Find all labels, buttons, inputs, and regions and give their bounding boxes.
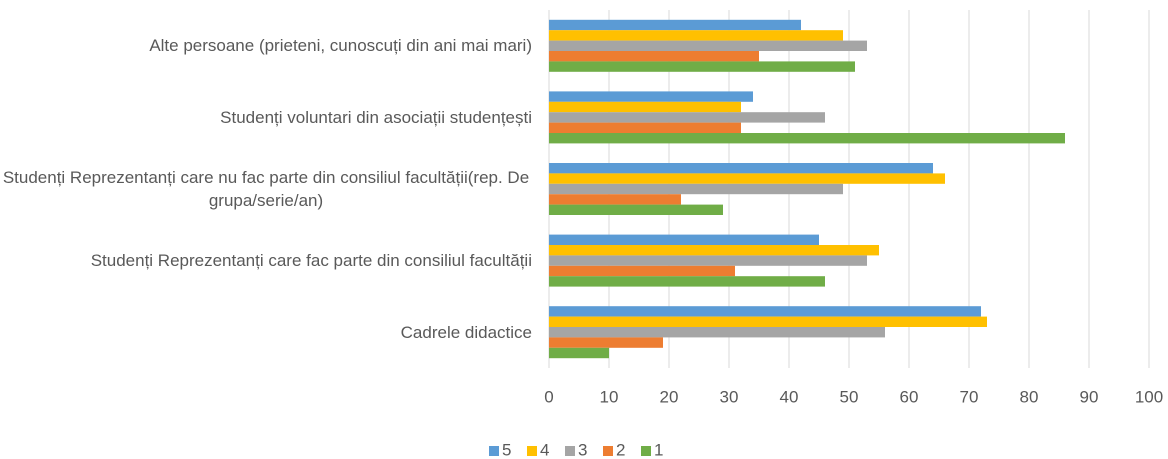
bar bbox=[549, 316, 987, 327]
bar bbox=[549, 337, 663, 348]
legend-swatch bbox=[641, 446, 651, 456]
x-tick-label: 50 bbox=[840, 387, 859, 406]
bar bbox=[549, 61, 855, 72]
bar bbox=[549, 234, 819, 245]
legend-swatch bbox=[527, 446, 537, 456]
bar bbox=[549, 112, 825, 123]
bar bbox=[549, 101, 741, 113]
bar bbox=[549, 194, 681, 205]
x-tick-label: 0 bbox=[544, 387, 553, 406]
x-tick-label: 70 bbox=[960, 387, 979, 406]
bar bbox=[549, 255, 867, 266]
legend-swatch bbox=[603, 446, 613, 456]
y-tick-label: Studenți Reprezentanți care nu fac parte… bbox=[2, 168, 530, 210]
bar bbox=[549, 183, 843, 195]
x-tick-label: 90 bbox=[1080, 387, 1099, 406]
bar bbox=[549, 306, 981, 317]
legend-swatch bbox=[565, 446, 575, 456]
bar bbox=[549, 265, 735, 277]
y-tick-label-box: Studenți Reprezentanți care fac parte di… bbox=[0, 231, 532, 291]
x-tick-label: 40 bbox=[780, 387, 799, 406]
y-tick-label: Cadrele didactice bbox=[400, 322, 532, 342]
y-tick-label: Alte persoane (prieteni, cunoscuți din a… bbox=[149, 36, 532, 56]
bar bbox=[549, 40, 867, 51]
x-tick-label: 60 bbox=[900, 387, 919, 406]
bar bbox=[549, 133, 1065, 144]
legend-label: 4 bbox=[540, 440, 549, 459]
y-tick-label-box: Cadrele didactice bbox=[0, 302, 532, 362]
legend-label: 5 bbox=[502, 440, 511, 459]
y-tick-label-box: Alte persoane (prieteni, cunoscuți din a… bbox=[0, 16, 532, 76]
bar bbox=[549, 276, 825, 287]
bar bbox=[549, 204, 723, 215]
bar bbox=[549, 173, 945, 184]
bar bbox=[549, 91, 753, 102]
legend-label: 3 bbox=[578, 440, 587, 459]
bar bbox=[549, 163, 933, 174]
bar bbox=[549, 51, 759, 62]
x-tick-label: 30 bbox=[720, 387, 739, 406]
x-tick-label: 100 bbox=[1135, 387, 1163, 406]
x-tick-label: 10 bbox=[600, 387, 619, 406]
legend-label: 2 bbox=[616, 440, 625, 459]
y-tick-label: Studenți Reprezentanți care fac parte di… bbox=[90, 251, 532, 271]
y-tick-label: Studenți voluntari din asociații studenț… bbox=[220, 107, 532, 127]
bar bbox=[549, 122, 741, 133]
bar bbox=[549, 347, 609, 359]
legend-swatch bbox=[489, 446, 499, 456]
bar bbox=[549, 19, 801, 31]
y-tick-label-box: Studenți voluntari din asociații studenț… bbox=[0, 87, 532, 147]
x-tick-label: 20 bbox=[660, 387, 679, 406]
bar bbox=[549, 245, 879, 256]
y-tick-label-box: Studenți Reprezentanți care nu fac parte… bbox=[0, 159, 532, 219]
bar bbox=[549, 327, 885, 338]
bar bbox=[549, 30, 843, 41]
x-tick-label: 80 bbox=[1020, 387, 1039, 406]
legend-label: 1 bbox=[654, 440, 663, 459]
